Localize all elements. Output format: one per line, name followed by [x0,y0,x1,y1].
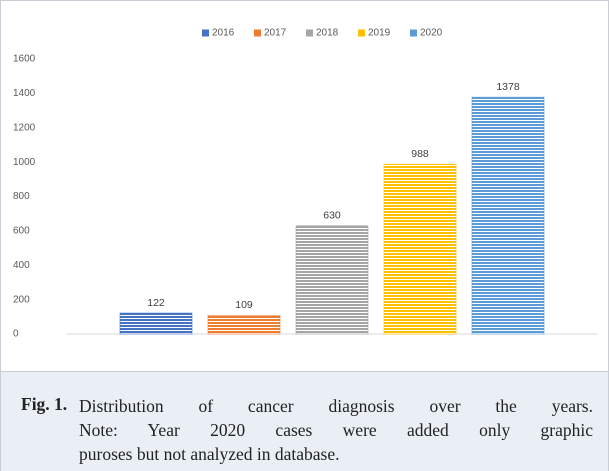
legend-label: 2019 [368,28,391,39]
caption-label: Fig. 1. [21,394,68,414]
legend-label: 2017 [264,28,287,39]
chart: 0 200 400 600 800 1000 1200 1400 1600 2016 2017 201… [13,28,598,340]
y-tick-label: 1000 [13,157,36,168]
caption-line: puroses but not analyzed in database. [79,444,340,464]
legend-swatch [410,29,417,37]
bar [119,312,193,335]
bar [207,314,281,335]
y-tick-label: 0 [13,329,19,340]
bar [295,225,369,335]
caption-text: Distribution of cancer diagnosis over th… [79,394,593,466]
legend-label: 2016 [212,28,235,39]
y-tick-label: 600 [13,226,30,237]
y-tick-label: 1400 [13,88,36,99]
legend-label: 2020 [420,28,443,39]
y-tick-label: 1600 [13,54,36,65]
bar [383,163,457,335]
legend-label: 2018 [316,28,339,39]
bar [471,96,545,335]
legend-swatch [306,29,313,37]
caption-line: Distribution of cancer diagnosis over th… [79,396,593,416]
y-tick-label: 800 [13,191,30,202]
y-tick-label: 200 [13,294,30,305]
data-label: 988 [411,148,429,160]
legend-swatch [358,29,365,37]
data-label: 122 [147,297,165,309]
legend-swatch [254,29,261,37]
y-tick-label: 400 [13,260,30,271]
data-label: 1378 [496,81,520,93]
y-tick-label: 1200 [13,122,36,133]
caption-line: Note: Year 2020 cases were added only gr… [79,420,593,440]
data-label: 109 [235,299,253,311]
legend-swatch [202,29,209,37]
caption: Fig. 1. Distribution of cancer diagnosis… [1,371,608,471]
data-label: 630 [323,210,341,222]
